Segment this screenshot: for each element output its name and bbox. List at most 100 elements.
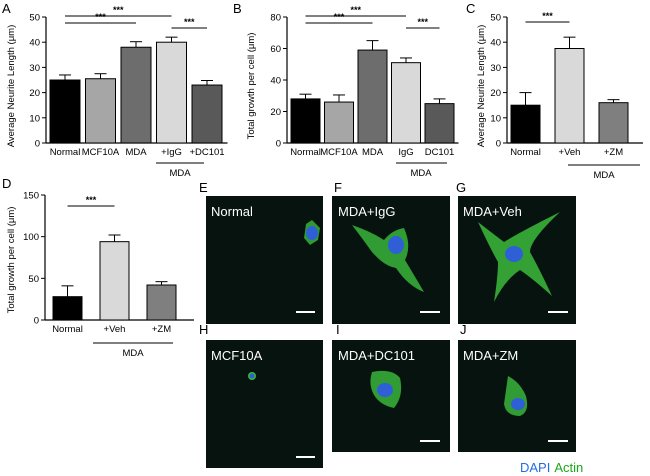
y-tick-label: 20 bbox=[29, 88, 40, 99]
panel-a-x-labels: Normal MCF10A MDA +IgG +DC101 bbox=[50, 147, 225, 158]
x-tick-label: Normal bbox=[52, 324, 83, 335]
panel-b-significance: *** *** *** bbox=[305, 5, 440, 29]
significance-stars: *** bbox=[113, 5, 124, 15]
panel-a-group-label: MDA bbox=[169, 168, 191, 179]
micrograph-e-nucleus bbox=[306, 226, 318, 240]
y-tick-label: 50 bbox=[490, 13, 501, 24]
panel-label-e: E bbox=[199, 180, 208, 195]
y-tick-label: 20 bbox=[490, 88, 501, 99]
panel-label-g: G bbox=[456, 180, 466, 195]
y-tick-label: 20 bbox=[270, 107, 281, 118]
stain-legend: DAPI Actin bbox=[520, 460, 583, 475]
y-tick-label: 0 bbox=[35, 139, 40, 150]
micrograph-e bbox=[206, 196, 323, 324]
significance-stars: *** bbox=[184, 17, 195, 27]
panel-c-y-axis-label: Average Neurite Length (μm) bbox=[476, 25, 487, 148]
x-tick-label: Normal bbox=[510, 147, 541, 158]
micrograph-e-title: Normal bbox=[211, 204, 253, 219]
panel-a: A Average Neurite Length (μm) 0 10 20 30 40 5… bbox=[2, 1, 228, 179]
panel-d-x-labels: Normal +Veh +ZM bbox=[52, 324, 171, 335]
y-tick-label: 10 bbox=[29, 113, 40, 124]
y-tick-label: 50 bbox=[29, 13, 40, 24]
y-tick-label: 60 bbox=[270, 44, 281, 55]
micrograph-h bbox=[206, 340, 323, 468]
panel-label-f: F bbox=[334, 180, 342, 195]
bar-veh bbox=[554, 48, 585, 144]
bar-igg bbox=[391, 62, 421, 144]
panel-label-c: C bbox=[466, 1, 475, 16]
x-tick-label: +Veh bbox=[559, 147, 581, 158]
significance-stars: *** bbox=[334, 12, 345, 22]
panel-label-j: J bbox=[460, 322, 467, 337]
panel-label-i: I bbox=[336, 322, 340, 337]
micrograph-grid: E Normal F MDA+IgG G MDA+Veh H MCF10A I … bbox=[199, 180, 576, 468]
micrograph-f-nucleus bbox=[388, 236, 404, 254]
bar-mcf10a bbox=[85, 78, 116, 144]
y-tick-label: 0 bbox=[34, 316, 39, 327]
panel-a-significance: *** *** *** bbox=[65, 5, 207, 29]
panel-b-x-labels: Normal MCF10A MDA IgG DC101 bbox=[290, 147, 454, 158]
panel-d-significance: *** bbox=[67, 195, 115, 207]
panel-d-bars bbox=[52, 234, 177, 321]
y-tick-label: 50 bbox=[28, 274, 39, 285]
panel-c-significance: *** bbox=[525, 11, 570, 23]
y-tick-label: 100 bbox=[23, 232, 39, 243]
x-tick-label: DC101 bbox=[425, 147, 455, 158]
y-tick-label: 150 bbox=[23, 191, 39, 202]
panel-b-group-label: MDA bbox=[410, 168, 432, 179]
significance-stars: *** bbox=[86, 195, 97, 205]
significance-stars: *** bbox=[542, 11, 553, 21]
micrograph-h-nucleus bbox=[249, 373, 255, 379]
y-tick-label: 0 bbox=[496, 139, 501, 150]
bar-normal bbox=[290, 98, 321, 144]
panel-label-h: H bbox=[199, 322, 208, 337]
x-tick-label: +ZM bbox=[152, 324, 171, 335]
bar-dc101 bbox=[191, 84, 223, 144]
bar-mcf10a bbox=[324, 101, 354, 144]
panel-b: B Total growth per cell (μm) 0 20 40 60 80 N… bbox=[233, 1, 459, 179]
panel-c-x-labels: Normal +Veh +ZM bbox=[510, 147, 623, 158]
x-tick-label: +IgG bbox=[161, 147, 182, 158]
y-tick-label: 0 bbox=[276, 139, 281, 150]
panel-a-y-axis-label: Average Neurite Length (μm) bbox=[6, 25, 17, 148]
panel-c: C Average Neurite Length (μm) 0 10 20 30 40 5… bbox=[466, 1, 643, 181]
bar-normal bbox=[510, 104, 541, 144]
x-tick-label: +Veh bbox=[104, 324, 126, 335]
significance-stars: *** bbox=[417, 17, 428, 27]
panel-label-a: A bbox=[2, 1, 11, 16]
panel-b-y-axis-label: Total growth per cell (μm) bbox=[246, 33, 257, 140]
panel-b-bars bbox=[290, 40, 455, 144]
micrograph-j-title: MDA+ZM bbox=[463, 348, 518, 363]
x-tick-label: IgG bbox=[398, 147, 413, 158]
panel-d-group-label: MDA bbox=[122, 348, 144, 359]
x-tick-label: Normal bbox=[50, 147, 81, 158]
panel-label-d: D bbox=[2, 176, 11, 191]
micrograph-i-nucleus bbox=[377, 383, 393, 397]
bar-dc101 bbox=[424, 103, 455, 144]
significance-stars: *** bbox=[350, 5, 361, 15]
bar-mda bbox=[357, 49, 388, 144]
x-tick-label: +ZM bbox=[604, 147, 623, 158]
x-tick-label: MDA bbox=[125, 147, 147, 158]
panel-c-group-label: MDA bbox=[593, 170, 615, 181]
panel-c-bars bbox=[510, 36, 629, 144]
panel-d: D Total growth per cell (μm) 0 50 100 150 N… bbox=[2, 176, 194, 359]
bar-zm bbox=[598, 102, 629, 144]
y-tick-label: 10 bbox=[490, 113, 501, 124]
panel-label-b: B bbox=[233, 1, 242, 16]
y-tick-label: 40 bbox=[490, 38, 501, 49]
bar-mda bbox=[120, 46, 152, 144]
legend-dapi: DAPI bbox=[520, 460, 550, 475]
y-tick-label: 30 bbox=[490, 63, 501, 74]
micrograph-g-nucleus bbox=[505, 246, 523, 262]
bar-zm bbox=[146, 284, 177, 321]
x-tick-label: MDA bbox=[362, 147, 384, 158]
bar-igg bbox=[156, 41, 187, 144]
panel-a-bars bbox=[49, 36, 223, 144]
panel-d-y-axis-label: Total growth per cell (μm) bbox=[6, 207, 17, 314]
y-tick-label: 40 bbox=[270, 76, 281, 87]
x-tick-label: +DC101 bbox=[189, 147, 224, 158]
y-tick-label: 30 bbox=[29, 63, 40, 74]
significance-stars: *** bbox=[95, 12, 106, 22]
